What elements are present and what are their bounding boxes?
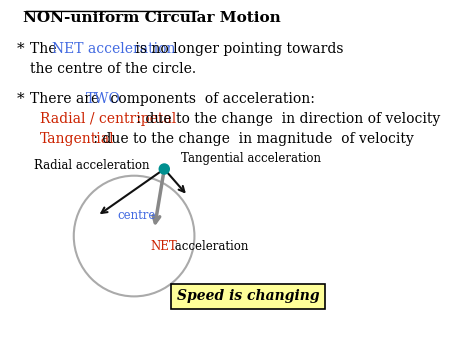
Text: NET: NET bbox=[151, 240, 178, 252]
Text: NET acceleration: NET acceleration bbox=[52, 42, 176, 56]
Text: NON-uniform Circular Motion: NON-uniform Circular Motion bbox=[23, 11, 281, 25]
Text: Speed is changing: Speed is changing bbox=[177, 289, 320, 304]
Text: Tangential acceleration: Tangential acceleration bbox=[181, 152, 321, 165]
Text: There are: There are bbox=[30, 92, 104, 106]
Circle shape bbox=[159, 164, 169, 174]
Text: *: * bbox=[17, 92, 24, 106]
Text: The: The bbox=[30, 42, 61, 56]
Text: : due to the change  in direction of velocity: : due to the change in direction of velo… bbox=[132, 112, 441, 126]
Text: centre: centre bbox=[117, 210, 156, 222]
Text: : due to the change  in magnitude  of velocity: : due to the change in magnitude of velo… bbox=[89, 132, 414, 146]
Text: the centre of the circle.: the centre of the circle. bbox=[30, 62, 196, 76]
Text: Radial / centripetal: Radial / centripetal bbox=[40, 112, 176, 126]
Text: components  of acceleration:: components of acceleration: bbox=[106, 92, 315, 106]
Text: Radial acceleration: Radial acceleration bbox=[34, 159, 149, 172]
Text: Tangential: Tangential bbox=[40, 132, 115, 146]
Text: is no longer pointing towards: is no longer pointing towards bbox=[131, 42, 343, 56]
Text: TWO: TWO bbox=[86, 92, 120, 106]
Text: *: * bbox=[17, 42, 24, 56]
Text: acceleration: acceleration bbox=[171, 240, 248, 252]
